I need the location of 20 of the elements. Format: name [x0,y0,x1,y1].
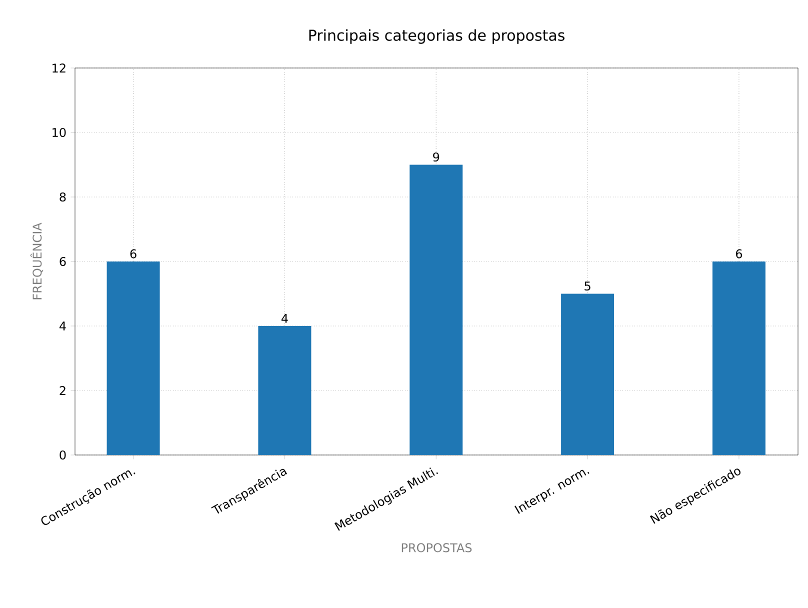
data-label: 6 [130,249,136,258]
bar [410,164,463,455]
chart-title: Principais categorias de propostas [309,29,564,44]
bar [106,261,160,455]
y-tick-label: 12 [52,64,66,72]
y-tick-label: 6 [60,256,66,266]
data-label: 4 [281,314,288,323]
y-tick-label: 0 [60,450,66,460]
data-label: 6 [736,249,742,258]
y-tick-label: 10 [52,128,66,138]
x-axis-title: PROPOSTAS [402,543,472,552]
bar [712,261,766,455]
bar [561,294,614,455]
bar [258,326,312,455]
y-tick-label: 2 [60,386,66,395]
y-axis-title: FREQUÊNCIA [30,222,44,300]
y-tick-label: 4 [60,322,66,330]
data-label: 5 [584,282,590,291]
y-tick-label: 8 [60,192,66,202]
data-label: 9 [433,152,440,162]
